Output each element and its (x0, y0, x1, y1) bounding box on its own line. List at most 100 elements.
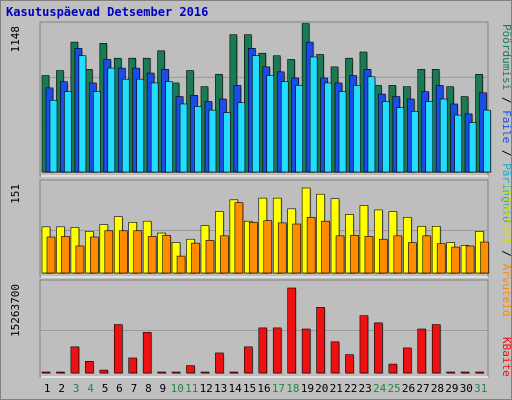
x-tick-label-day-3: 3 (73, 382, 80, 395)
bar-päringuid-day-16 (266, 75, 275, 173)
bar-arvuteid-day-20 (321, 220, 330, 274)
bar-arvuteid-day-16 (263, 220, 273, 274)
bar-arvuteid-day-26 (407, 242, 417, 274)
x-tick-label-day-22: 22 (344, 382, 357, 395)
bar-kbaite-day-5 (99, 369, 109, 374)
bar-shadow (201, 373, 210, 374)
x-tick-label-day-29: 29 (445, 382, 458, 395)
bar-arvuteid-day-30 (465, 245, 475, 274)
bar-shadow (447, 373, 456, 374)
legend-top-part-4: Päringuid (500, 163, 512, 223)
bar-arvuteid-day-12 (205, 240, 215, 274)
legend-middle-part-1: / (500, 244, 512, 264)
bar-päringuid-day-7 (136, 78, 145, 173)
bar-kbaite-day-22 (345, 354, 354, 374)
bar-arvuteid-day-25 (393, 235, 403, 274)
bar-kbaite-day-25 (388, 363, 398, 374)
bar-päringuid-day-26 (410, 111, 419, 173)
bar-arvuteid-day-5 (104, 230, 114, 274)
x-tick-label-day-5: 5 (102, 382, 109, 395)
bar-kbaite-day-4 (85, 361, 94, 374)
bar-arvuteid-day-14 (234, 202, 244, 274)
bar-shadow (476, 373, 485, 374)
y-max-label-middle: 151 (9, 184, 22, 204)
bar-arvuteid-day-19 (306, 216, 316, 274)
bar-päringuid-day-4 (93, 91, 101, 173)
x-tick-label-day-4: 4 (87, 382, 94, 395)
x-tick-label-day-17: 17 (272, 382, 285, 395)
x-tick-label-day-8: 8 (145, 382, 152, 395)
bar-päringuid-day-10 (179, 103, 188, 173)
chart-title: Kasutuspäevad Detsember 2016 (6, 5, 208, 19)
bar-päringuid-day-9 (165, 81, 173, 173)
bar-arvuteid-day-2 (61, 236, 70, 274)
bar-kbaite-day-12 (200, 371, 210, 374)
bar-shadow (57, 373, 66, 374)
bar-kbaite-day-26 (402, 347, 412, 374)
bar-kbaite-day-7 (128, 357, 138, 374)
bar-kbaite-day-8 (142, 332, 152, 374)
bar-shadow (43, 373, 51, 374)
bar-arvuteid-day-3 (75, 245, 85, 274)
bar-kbaite-day-19 (301, 328, 311, 374)
bar-päringuid-day-17 (280, 81, 289, 173)
bar-päringuid-day-11 (194, 106, 202, 173)
legend-middle: Külastusi / Arvuteid (500, 184, 512, 316)
bar-päringuid-day-13 (223, 112, 231, 173)
bar-kbaite-day-20 (316, 306, 325, 374)
bar-arvuteid-day-11 (191, 242, 200, 274)
x-tick-label-day-9: 9 (160, 382, 167, 395)
bar-päringuid-day-29 (454, 114, 462, 173)
bar-kbaite-day-11 (186, 365, 195, 374)
y-max-label-bottom: 15263700 (9, 284, 22, 337)
bar-shadow (230, 373, 239, 374)
bar-kbaite-day-24 (374, 322, 383, 374)
bar-arvuteid-day-10 (176, 255, 186, 274)
bar-shadow (462, 373, 471, 374)
bar-arvuteid-day-15 (249, 222, 258, 274)
x-tick-label-day-20: 20 (315, 382, 328, 395)
bar-päringuid-day-18 (295, 85, 303, 173)
x-tick-label-day-30: 30 (460, 382, 473, 395)
bar-arvuteid-day-4 (90, 236, 99, 274)
x-tick-label-day-10: 10 (171, 382, 184, 395)
bar-arvuteid-day-23 (364, 236, 374, 274)
bar-kbaite-day-30 (460, 371, 470, 374)
x-tick-label-day-6: 6 (116, 382, 123, 395)
x-tick-label-day-1: 1 (44, 382, 51, 395)
bar-kbaite-day-1 (41, 371, 51, 374)
bar-päringuid-day-1 (49, 99, 58, 173)
bar-päringuid-day-8 (150, 82, 159, 173)
bar-päringuid-day-2 (64, 91, 72, 173)
bar-arvuteid-day-28 (436, 243, 446, 274)
bar-arvuteid-day-18 (292, 223, 301, 274)
bar-arvuteid-day-1 (46, 236, 56, 274)
bar-arvuteid-day-8 (147, 236, 157, 274)
bar-kbaite-day-13 (215, 352, 224, 374)
bar-arvuteid-day-7 (133, 230, 143, 274)
bar-päringuid-day-21 (338, 91, 347, 173)
x-tick-label-day-27: 27 (416, 382, 429, 395)
x-tick-label-day-18: 18 (286, 382, 299, 395)
bar-kbaite-day-6 (113, 324, 123, 374)
legend-top-part-2: Faile (500, 110, 512, 143)
legend-bottom-part-0: KBaite (500, 337, 512, 377)
x-tick-label-day-28: 28 (431, 382, 444, 395)
bar-päringuid-day-19 (309, 56, 318, 173)
y-max-label-top: 1148 (9, 26, 22, 53)
bar-kbaite-day-29 (446, 371, 455, 374)
bar-kbaite-day-3 (70, 346, 80, 374)
x-tick-label-day-25: 25 (387, 382, 400, 395)
bar-kbaite-day-9 (157, 371, 166, 374)
bar-arvuteid-day-27 (422, 235, 432, 274)
bar-päringuid-day-6 (121, 78, 130, 173)
bar-päringuid-day-3 (78, 55, 87, 173)
x-tick-label-day-7: 7 (131, 382, 138, 395)
bar-kbaite-day-2 (56, 371, 65, 374)
bar-arvuteid-day-9 (162, 234, 171, 274)
x-tick-label-day-14: 14 (228, 382, 242, 395)
bar-päringuid-day-20 (324, 82, 332, 173)
bar-päringuid-day-23 (367, 76, 376, 173)
bar-arvuteid-day-31 (480, 241, 489, 274)
